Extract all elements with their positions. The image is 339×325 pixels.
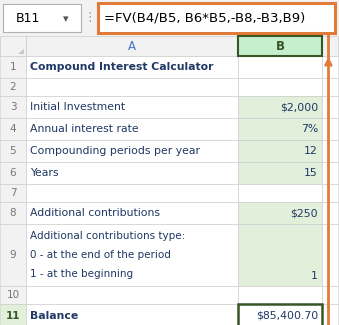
Bar — [26, 184, 238, 202]
Polygon shape — [18, 49, 24, 54]
Text: 3: 3 — [10, 102, 16, 112]
Text: 10: 10 — [6, 290, 20, 300]
Bar — [238, 118, 322, 140]
Bar — [26, 304, 238, 325]
Bar — [26, 140, 238, 162]
Bar — [322, 202, 338, 224]
Bar — [0, 140, 26, 162]
Text: $85,400.70: $85,400.70 — [256, 311, 318, 321]
Bar — [322, 96, 338, 118]
Text: ⋮: ⋮ — [84, 11, 96, 24]
Text: Balance: Balance — [30, 311, 78, 321]
Bar — [0, 202, 26, 224]
Text: Additional contributions type:: Additional contributions type: — [30, 231, 185, 241]
Text: 7%: 7% — [301, 124, 318, 134]
Bar — [238, 286, 322, 304]
Bar — [26, 36, 238, 56]
Bar — [322, 78, 338, 96]
Bar — [26, 56, 238, 78]
Bar — [238, 224, 322, 286]
Bar — [0, 184, 26, 202]
Bar — [238, 36, 322, 56]
Text: $2,000: $2,000 — [280, 102, 318, 112]
Text: 7: 7 — [10, 188, 16, 198]
Text: 1: 1 — [311, 271, 318, 281]
Text: 1: 1 — [10, 62, 16, 72]
Text: ▾: ▾ — [63, 14, 69, 24]
Text: A: A — [128, 40, 136, 53]
Bar — [0, 286, 26, 304]
Bar — [322, 140, 338, 162]
Bar — [322, 118, 338, 140]
Text: 11: 11 — [6, 311, 20, 321]
Bar — [0, 118, 26, 140]
Text: $250: $250 — [291, 208, 318, 218]
Text: =FV(B4/B5, B6*B5,-B8,-B3,B9): =FV(B4/B5, B6*B5,-B8,-B3,B9) — [104, 11, 305, 24]
Bar — [322, 304, 338, 325]
Text: Compound Interest Calculator: Compound Interest Calculator — [30, 62, 214, 72]
Bar — [26, 118, 238, 140]
Bar — [26, 202, 238, 224]
Bar — [26, 224, 238, 286]
Text: Years: Years — [30, 168, 59, 178]
Text: B11: B11 — [16, 11, 40, 24]
Bar — [98, 3, 335, 33]
Text: 1 - at the beginning: 1 - at the beginning — [30, 269, 133, 279]
Bar — [0, 162, 26, 184]
Bar — [322, 56, 338, 78]
Bar — [238, 140, 322, 162]
Bar — [3, 4, 81, 32]
Bar — [238, 78, 322, 96]
Bar — [238, 162, 322, 184]
Text: B: B — [276, 40, 284, 53]
Bar — [0, 0, 339, 36]
Bar — [26, 78, 238, 96]
Bar — [0, 224, 26, 286]
Text: Compounding periods per year: Compounding periods per year — [30, 146, 200, 156]
Bar — [238, 304, 322, 325]
Bar — [322, 184, 338, 202]
Bar — [0, 78, 26, 96]
Text: 9: 9 — [10, 250, 16, 260]
Text: 2: 2 — [10, 82, 16, 92]
Bar — [238, 202, 322, 224]
Bar — [0, 36, 26, 56]
Text: 15: 15 — [304, 168, 318, 178]
Bar — [322, 224, 338, 286]
Bar — [322, 286, 338, 304]
Text: 6: 6 — [10, 168, 16, 178]
Bar — [238, 96, 322, 118]
Text: 12: 12 — [304, 146, 318, 156]
Bar — [26, 286, 238, 304]
Bar — [26, 162, 238, 184]
Bar — [238, 184, 322, 202]
Text: 4: 4 — [10, 124, 16, 134]
Text: Initial Investment: Initial Investment — [30, 102, 125, 112]
Bar — [26, 96, 238, 118]
Bar — [0, 96, 26, 118]
Bar — [0, 56, 26, 78]
Bar — [322, 162, 338, 184]
Bar — [238, 56, 322, 78]
Text: Additional contributions: Additional contributions — [30, 208, 160, 218]
Text: Annual interest rate: Annual interest rate — [30, 124, 139, 134]
Text: 0 - at the end of the period: 0 - at the end of the period — [30, 250, 171, 260]
Bar — [0, 304, 26, 325]
Text: 5: 5 — [10, 146, 16, 156]
Bar — [322, 36, 338, 56]
Text: 8: 8 — [10, 208, 16, 218]
